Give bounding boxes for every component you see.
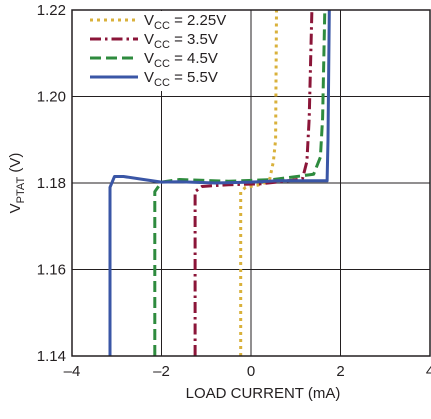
legend-label-sub: CC: [154, 77, 170, 89]
y-tick-label: 1.20: [37, 89, 66, 106]
legend-label-sub: CC: [154, 20, 170, 32]
series-line: [108, 9, 331, 356]
x-tick-label: 2: [336, 363, 344, 380]
x-tick-labels: –4 –2 0 2 4: [64, 363, 431, 380]
y-axis-label: VPTAT (V): [7, 153, 27, 214]
legend-label-value: = 5.5V: [170, 69, 218, 86]
legend-label-main: V: [144, 31, 154, 48]
y-tick-labels: 1.14 1.16 1.18 1.20 1.22: [37, 2, 66, 365]
y-tick-label: 1.22: [37, 2, 66, 19]
y-tick-label: 1.18: [37, 175, 66, 192]
y-tick-label: 1.16: [37, 262, 66, 279]
x-tick-label: 4: [426, 363, 431, 380]
legend-label-sub: CC: [154, 58, 170, 70]
legend-label-main: V: [144, 12, 154, 29]
x-tick-label: –2: [153, 363, 170, 380]
y-axis-label-unit: (V): [7, 153, 24, 177]
legend-label: VCC = 2.25V: [144, 12, 226, 32]
plot-frame: [71, 9, 431, 357]
legend-label-main: V: [144, 50, 154, 67]
y-tick-label: 1.14: [37, 348, 66, 365]
legend-label: VCC = 5.5V: [144, 69, 218, 89]
legend-label-main: V: [144, 69, 154, 86]
y-axis-label-main: V: [7, 203, 24, 213]
x-tick-label: 0: [247, 363, 255, 380]
legend-label-value: = 2.25V: [170, 12, 226, 29]
x-axis-label: LOAD CURRENT (mA): [186, 385, 341, 402]
series-line: [153, 9, 327, 356]
series-layer: [108, 9, 331, 356]
legend-label-value: = 3.5V: [170, 31, 218, 48]
legend-label: VCC = 4.5V: [144, 50, 218, 70]
legend-label: VCC = 3.5V: [144, 31, 218, 51]
x-tick-label: –4: [64, 363, 81, 380]
legend-label-sub: CC: [154, 39, 170, 51]
y-axis-label-sub: PTAT: [15, 177, 27, 204]
legend-label-value: = 4.5V: [170, 50, 218, 67]
